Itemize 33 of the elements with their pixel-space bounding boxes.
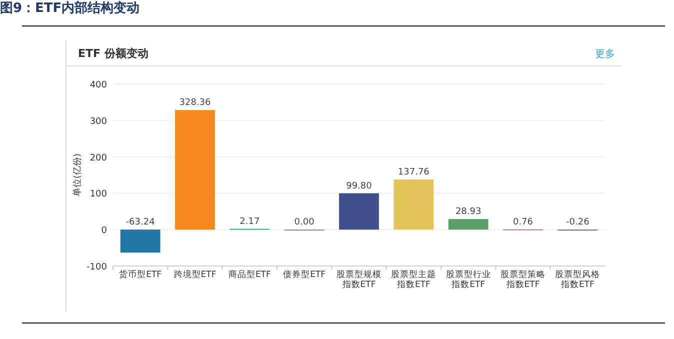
chart-title: 图9：ETF内部结构变动 — [0, 0, 140, 16]
data-label: 28.93 — [455, 207, 482, 218]
bar — [120, 230, 160, 253]
y-tick-label: 100 — [90, 190, 108, 200]
y-tick-label: -100 — [86, 262, 108, 272]
y-tick-label: 0 — [101, 226, 108, 236]
text: 更多 — [595, 48, 615, 60]
y-tick-label: 200 — [90, 153, 108, 164]
data-label: -63.24 — [126, 218, 156, 228]
data-label: 328.36 — [179, 98, 212, 108]
x-tick-label: 商品型ETF — [228, 269, 272, 280]
x-tick-label: 债券型ETF — [283, 269, 326, 280]
bar — [448, 219, 488, 230]
x-tick-label: 股票型主题指数ETF — [391, 269, 436, 290]
data-label: 2.17 — [240, 216, 260, 227]
x-tick-label: 货币型ETF — [119, 269, 162, 280]
x-tick-label: 股票型行业指数ETF — [446, 269, 491, 290]
bar — [175, 110, 215, 230]
x-tick-label: 股票型规模指数ETF — [336, 269, 382, 290]
bar — [394, 179, 434, 230]
chart-subtitle: ETF 份额变动 — [78, 47, 148, 60]
y-axis-title: 单位(亿份) — [72, 153, 83, 197]
bar — [339, 193, 379, 230]
x-tick-label: 股票型风格指数ETF — [555, 269, 600, 290]
data-label: 137.76 — [398, 167, 430, 178]
data-label: -0.26 — [566, 218, 590, 228]
data-label: 0.76 — [512, 217, 534, 228]
data-label: 0.00 — [294, 218, 315, 228]
x-tick-label: 股票型策略指数ETF — [500, 269, 546, 290]
data-label: 99.80 — [346, 181, 372, 192]
x-tick-label: 跨境型ETF — [174, 269, 216, 280]
y-tick-label: 300 — [90, 116, 108, 127]
y-tick-label: 400 — [90, 80, 108, 90]
